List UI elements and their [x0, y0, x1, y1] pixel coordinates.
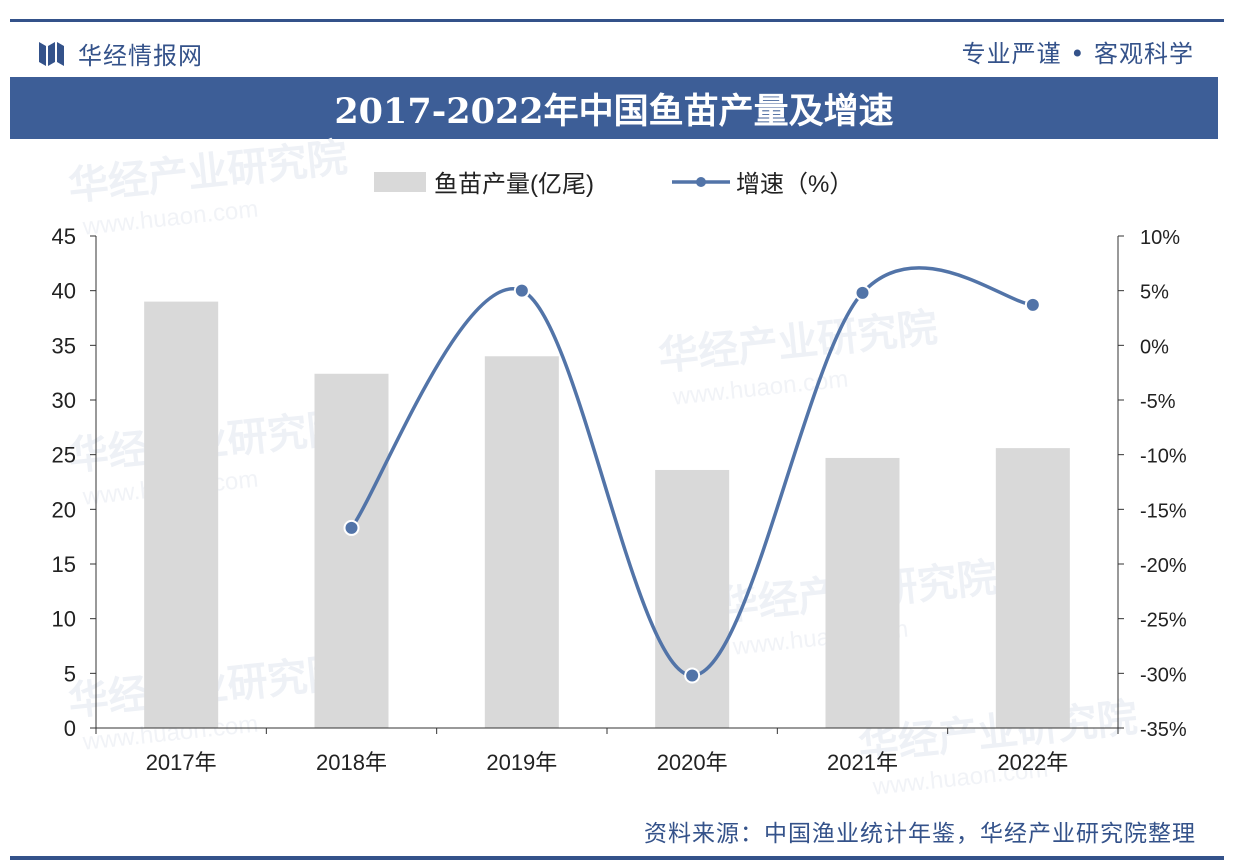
y-right-tick-label: -20%	[1140, 555, 1187, 577]
y-right-tick-label: -10%	[1140, 446, 1187, 468]
x-tick-label: 2019年	[486, 750, 557, 775]
growth-line	[343, 266, 1041, 684]
y-right-tick-label: 5%	[1140, 282, 1169, 304]
watermarks: 华经产业研究院www.huaon.com华经产业研究院www.huaon.com…	[66, 136, 1139, 801]
bottom-rule	[10, 856, 1224, 860]
x-tick-label: 2020年	[657, 750, 728, 775]
bar-2022年	[995, 448, 1070, 728]
legend-bar-swatch	[374, 172, 426, 192]
bar-2019年	[484, 356, 559, 728]
brand-logo-icon	[39, 41, 64, 66]
legend-line-marker	[696, 177, 706, 187]
source-note: 资料来源：中国渔业统计年鉴，华经产业研究院整理	[644, 821, 1196, 847]
top-rule	[10, 19, 1224, 22]
bar-2017年	[144, 301, 219, 728]
growth-point	[1024, 296, 1041, 313]
y-right-tick-label: -35%	[1140, 719, 1187, 741]
growth-line-path	[350, 266, 1034, 678]
brand: 华经情报网	[38, 36, 203, 71]
y-left-tick-label: 5	[64, 661, 76, 686]
bar-2018年	[314, 373, 389, 728]
x-tick-label: 2022年	[997, 750, 1068, 775]
x-tick-label: 2017年	[146, 750, 217, 775]
watermark-text: 华经产业研究院	[656, 306, 939, 379]
legend-line-label: 增速（%）	[736, 171, 853, 198]
bar-2021年	[825, 457, 900, 728]
chart-title: 2017-2022年中国鱼苗产量及增速	[334, 90, 894, 132]
y-left-tick-label: 35	[52, 333, 76, 358]
legend-bar-label: 鱼苗产量(亿尾)	[434, 171, 594, 198]
brand-name: 华经情报网	[78, 42, 203, 70]
growth-point	[513, 282, 530, 299]
title-bar: 2017-2022年中国鱼苗产量及增速	[10, 77, 1218, 139]
y-right-tick-label: 10%	[1140, 227, 1180, 249]
y-right-tick-label: -25%	[1140, 610, 1187, 632]
bar-2020年	[655, 469, 730, 728]
y-left-tick-label: 10	[52, 607, 76, 632]
y-left-tick-label: 40	[52, 279, 76, 304]
y-right-tick-label: -15%	[1140, 500, 1187, 522]
y-left-tick-label: 45	[52, 224, 76, 249]
y-left-tick-label: 15	[52, 552, 76, 577]
y-right-tick-label: -5%	[1140, 391, 1176, 413]
growth-point	[854, 284, 871, 301]
y-left-tick-label: 25	[52, 443, 76, 468]
y-left-tick-label: 0	[64, 716, 76, 741]
y-right-tick-label: 0%	[1140, 336, 1169, 358]
watermark-text: 华经产业研究院	[66, 136, 349, 209]
growth-point	[343, 519, 360, 536]
growth-point	[684, 667, 701, 684]
y-right-tick-label: -30%	[1140, 664, 1187, 686]
slogan: 专业严谨 • 客观科学	[961, 40, 1194, 68]
y-left-tick-label: 30	[52, 388, 76, 413]
legend: 鱼苗产量(亿尾) 增速（%）	[374, 171, 853, 198]
x-tick-label: 2021年	[827, 750, 898, 775]
bars	[144, 301, 1070, 728]
x-tick-label: 2018年	[316, 750, 387, 775]
y-left-tick-label: 20	[52, 497, 76, 522]
axes: 0 5 10 15 20 25 30 35 40 45 10% 5% 0% -5% -10% -15% -20%…	[52, 224, 1187, 775]
